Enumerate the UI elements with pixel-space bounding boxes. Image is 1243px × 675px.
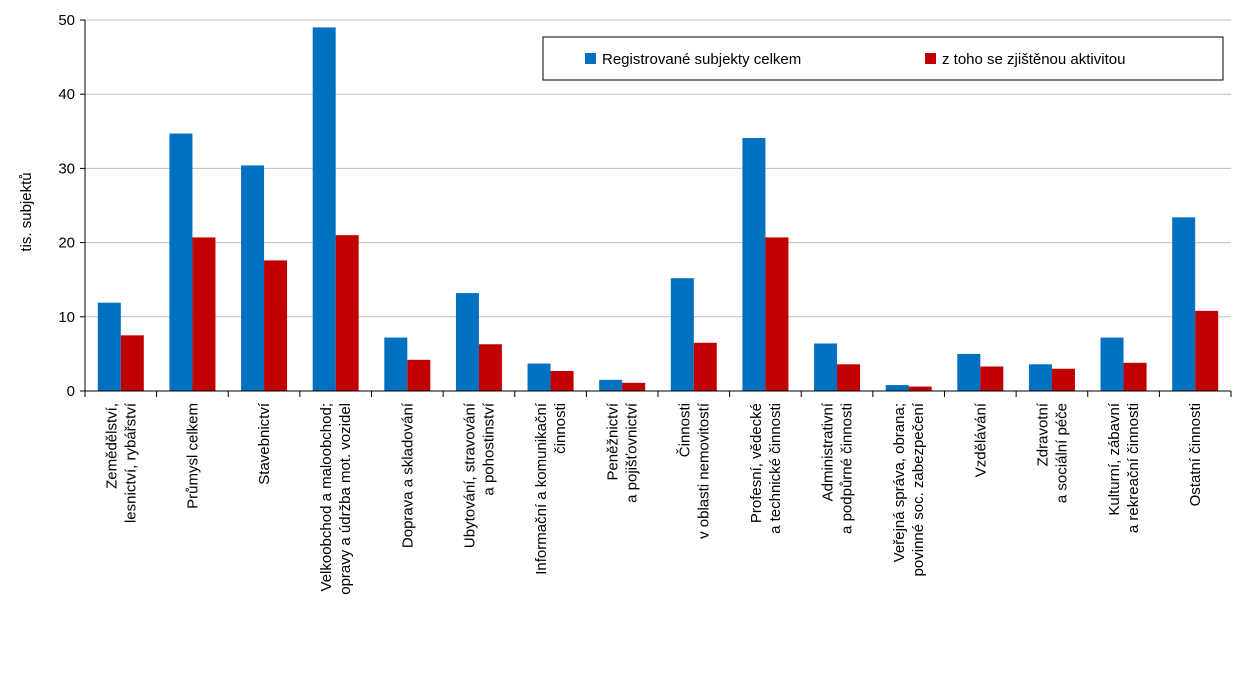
bar-registered [169,134,192,391]
bar-registered [1172,217,1195,391]
bar-active [192,237,215,391]
x-category-label: povinné soc. zabezpečení [910,402,927,576]
legend: Registrované subjekty celkem z toho se zj… [543,37,1223,80]
bar-registered [671,278,694,391]
x-category-label: Zdravotní [1034,402,1051,466]
legend-label: Registrované subjekty celkem [602,51,801,68]
bar-registered [98,303,121,391]
x-category-label: Peněžnictví [605,402,622,480]
bar-registered [599,380,622,391]
y-tick-label: 10 [58,309,75,326]
bar-active [336,235,359,391]
x-category-label: Administrativní [820,402,837,501]
y-tick-label: 30 [58,160,75,177]
x-category-label: a podpůrné činnosti [839,403,856,534]
x-category-label: a pohostinství [480,402,497,495]
bar-active [551,371,574,391]
bar-registered [1029,364,1052,391]
bar-active [264,260,287,391]
y-tick-labels: 0 10 20 30 40 50 [58,12,75,400]
x-category-label: a sociální péče [1053,403,1070,503]
bar-registered [384,338,407,391]
x-category-labels: Zemědělství, lesnictví, rybářství Průmysl … [103,402,1204,595]
bar-registered [456,293,479,391]
legend-label: z toho se zjištěnou aktivitou [942,51,1125,68]
x-category-label: Činnosti [676,403,693,457]
bar-registered [1101,338,1124,391]
x-category-label: opravy a údržba mot. vozidel [337,403,354,595]
x-category-label: v oblasti nemovitostí [695,402,712,539]
bar-active [837,364,860,391]
x-category-label: Stavebnictví [256,402,273,485]
x-category-label: Profesní, vědecké [748,403,765,523]
bar-active [479,344,502,391]
bar-registered [886,385,909,391]
x-category-label: Ostatní činnosti [1187,403,1204,506]
bar-registered [814,344,837,391]
x-category-label: Kulturní, zábavní [1106,402,1123,515]
bar-active [1124,363,1147,391]
y-tick-label: 0 [67,383,75,400]
y-tick-label: 50 [58,12,75,29]
x-category-label: Ubytování, stravování [461,402,478,548]
bar-active [909,387,932,391]
legend-swatch [585,53,596,64]
x-category-label: Informační a komunikační [533,402,550,575]
bar-registered [742,138,765,391]
x-category-label: a pojišťovnictví [624,402,641,503]
x-category-label: Doprava a skladování [399,402,416,548]
x-category-label: Vzdělávání [972,402,989,477]
x-category-label: a technické činnosti [767,403,784,534]
x-category-label: Veřejná správa, obrana; [891,403,908,562]
x-category-label: Velkoobchod a maloobchod; [318,403,335,591]
bar-active [121,335,144,391]
y-axis-label: tis. subjektů [18,172,35,251]
x-category-label: Průmysl celkem [184,403,201,509]
bar-registered [528,364,551,391]
bar-active [1195,311,1218,391]
bar-registered [957,354,980,391]
bar-active [1052,369,1075,391]
bar-active [407,360,430,391]
y-tick-label: 20 [58,235,75,252]
legend-swatch [925,53,936,64]
bar-registered [241,165,264,391]
x-category-label: a rekreační činnosti [1125,403,1142,533]
x-category-label: činnosti [552,403,569,454]
bar-active [980,367,1003,391]
bar-active [622,383,645,391]
bars [98,27,1218,391]
x-category-label: Zemědělství, [103,403,120,489]
x-category-label: lesnictví, rybářství [122,402,139,523]
bar-active [694,343,717,391]
bar-active [765,237,788,391]
bar-registered [313,27,336,391]
y-tick-label: 40 [58,86,75,103]
